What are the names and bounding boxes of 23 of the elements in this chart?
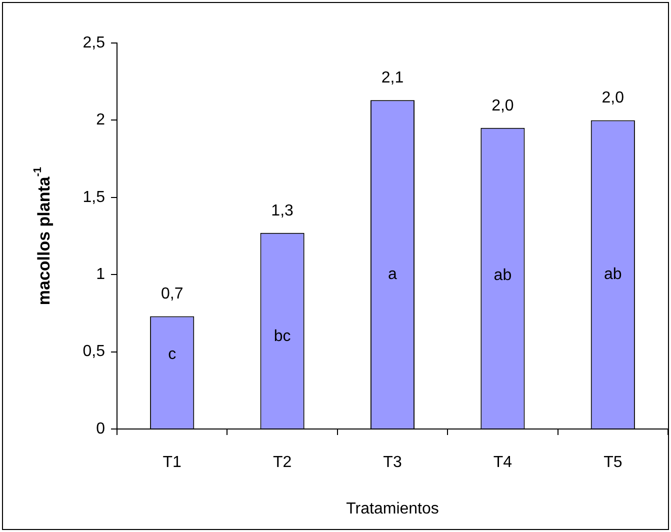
data-label: 2,0 [492, 97, 514, 114]
x-tick-label: T2 [272, 454, 292, 472]
annotation: a [388, 266, 398, 283]
x-tick-label: T1 [162, 454, 182, 472]
y-tick-label: 1,5 [82, 188, 106, 206]
annotation: ab [494, 266, 512, 284]
y-axis-title: macollos planta-1 [32, 166, 54, 306]
y-tick-label: 1 [96, 266, 106, 284]
data-label: 2,0 [602, 90, 624, 107]
data-label: 0,7 [160, 286, 184, 303]
annotation: c [168, 346, 176, 364]
x-tick-label: T3 [383, 454, 402, 472]
annotation: bc [274, 328, 291, 346]
data-label: 1,3 [271, 202, 294, 220]
x-tick-label: T4 [493, 454, 512, 472]
data-label: 2,1 [381, 70, 404, 87]
y-tick-label: 2,5 [82, 34, 106, 52]
y-tick-label: 0 [96, 420, 106, 438]
y-tick-label: 2 [96, 112, 106, 129]
x-tick-label: T5 [604, 454, 622, 472]
annotation: ab [604, 266, 622, 284]
y-tick-label: 0,5 [82, 343, 106, 360]
x-axis-title: Tratamientos [346, 500, 439, 518]
